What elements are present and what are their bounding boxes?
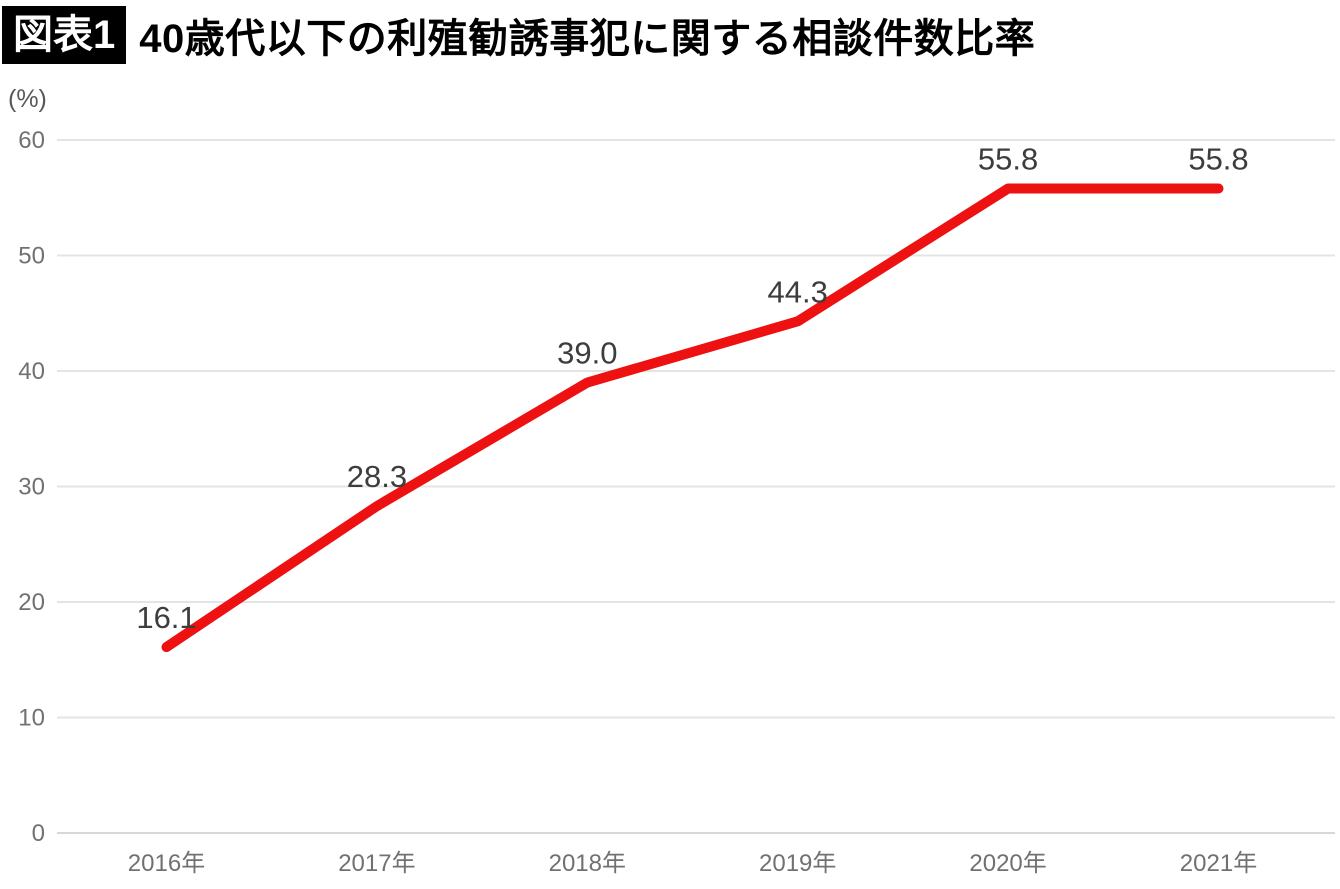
figure-number-badge: 図表1 bbox=[2, 6, 127, 64]
y-axis-unit-label: (%) bbox=[8, 85, 47, 113]
data-point-label: 16.1 bbox=[136, 600, 196, 635]
data-point-label: 55.8 bbox=[1188, 142, 1248, 177]
x-tick-label: 2020年 bbox=[969, 850, 1046, 877]
data-point-label: 28.3 bbox=[347, 459, 407, 494]
y-tick-label: 50 bbox=[18, 243, 45, 270]
x-tick-label: 2018年 bbox=[549, 850, 626, 877]
y-tick-label: 0 bbox=[32, 820, 45, 847]
x-tick-label: 2017年 bbox=[338, 850, 415, 877]
x-tick-label: 2021年 bbox=[1180, 850, 1257, 877]
y-tick-label: 20 bbox=[18, 589, 45, 616]
chart-title: 40歳代以下の利殖勧誘事犯に関する相談件数比率 bbox=[139, 17, 1036, 61]
y-tick-label: 60 bbox=[18, 127, 45, 154]
x-tick-label: 2016年 bbox=[128, 850, 205, 877]
data-point-label: 39.0 bbox=[557, 336, 617, 371]
y-tick-label: 40 bbox=[18, 358, 45, 385]
data-point-label: 55.8 bbox=[978, 142, 1038, 177]
y-tick-label: 10 bbox=[18, 705, 45, 732]
data-point-label: 44.3 bbox=[768, 274, 828, 309]
x-tick-label: 2019年 bbox=[759, 850, 836, 877]
figure-header: 図表1 40歳代以下の利殖勧誘事犯に関する相談件数比率 bbox=[2, 6, 1035, 64]
series-line bbox=[161, 183, 1224, 653]
y-tick-label: 30 bbox=[18, 474, 45, 501]
